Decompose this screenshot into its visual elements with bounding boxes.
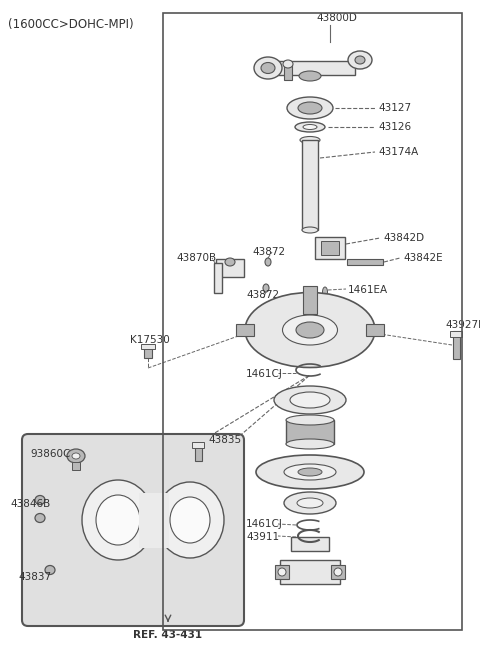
Ellipse shape: [156, 482, 224, 558]
Ellipse shape: [296, 322, 324, 338]
Ellipse shape: [284, 492, 336, 514]
Bar: [141, 343, 155, 349]
Text: 43837: 43837: [18, 572, 51, 582]
Bar: [453, 331, 459, 359]
Bar: [366, 324, 384, 336]
Ellipse shape: [256, 455, 364, 489]
Ellipse shape: [299, 71, 321, 81]
Ellipse shape: [290, 392, 330, 408]
Ellipse shape: [265, 258, 271, 266]
Ellipse shape: [284, 464, 336, 480]
Text: 43127: 43127: [378, 103, 411, 113]
Bar: [280, 560, 340, 584]
Bar: [275, 565, 289, 579]
Ellipse shape: [283, 60, 293, 68]
Ellipse shape: [278, 568, 286, 576]
Bar: [236, 324, 254, 336]
Text: REF. 43-431: REF. 43-431: [133, 630, 203, 640]
Bar: [284, 64, 292, 80]
Ellipse shape: [298, 468, 322, 476]
Ellipse shape: [82, 480, 154, 560]
Text: 43911: 43911: [246, 532, 279, 542]
Ellipse shape: [303, 125, 317, 130]
Ellipse shape: [254, 57, 282, 79]
Text: 1461CJ: 1461CJ: [246, 519, 283, 529]
Ellipse shape: [245, 293, 375, 367]
Bar: [302, 140, 318, 230]
Text: 43872: 43872: [252, 247, 285, 257]
Bar: [321, 241, 339, 255]
Text: 1461CJ: 1461CJ: [246, 369, 283, 379]
Ellipse shape: [283, 315, 337, 345]
Ellipse shape: [334, 568, 342, 576]
Ellipse shape: [287, 97, 333, 119]
FancyBboxPatch shape: [22, 434, 244, 626]
Bar: [291, 537, 329, 551]
Ellipse shape: [225, 258, 235, 266]
Text: 43842D: 43842D: [383, 233, 424, 243]
Bar: [265, 61, 355, 75]
Bar: [139, 493, 169, 548]
Ellipse shape: [300, 136, 320, 143]
Ellipse shape: [295, 122, 325, 132]
Bar: [286, 420, 334, 444]
Text: 43800D: 43800D: [316, 13, 357, 23]
Ellipse shape: [35, 495, 45, 504]
Ellipse shape: [286, 415, 334, 425]
Ellipse shape: [261, 62, 275, 73]
Ellipse shape: [35, 513, 45, 522]
Ellipse shape: [45, 565, 55, 574]
Ellipse shape: [355, 56, 365, 64]
Text: 1461EA: 1461EA: [348, 285, 388, 295]
Ellipse shape: [96, 495, 140, 545]
Ellipse shape: [297, 498, 323, 508]
Ellipse shape: [302, 227, 318, 233]
Bar: [163, 13, 462, 630]
Text: 43846B: 43846B: [10, 499, 50, 509]
Ellipse shape: [348, 51, 372, 69]
Text: 43927B: 43927B: [445, 320, 480, 330]
Bar: [72, 462, 80, 470]
Text: 93860C: 93860C: [30, 449, 71, 459]
Bar: [214, 263, 222, 293]
Ellipse shape: [298, 102, 322, 114]
Bar: [450, 331, 462, 337]
Bar: [144, 346, 152, 358]
Text: 43870B: 43870B: [176, 253, 216, 263]
Ellipse shape: [274, 386, 346, 414]
Bar: [331, 565, 345, 579]
Text: 43872: 43872: [246, 290, 279, 300]
Text: (1600CC>DOHC-MPI): (1600CC>DOHC-MPI): [8, 18, 133, 31]
Bar: [347, 259, 383, 265]
Text: 43835: 43835: [208, 435, 241, 445]
Bar: [315, 237, 345, 259]
Ellipse shape: [323, 287, 327, 297]
Text: 43126: 43126: [378, 122, 411, 132]
Ellipse shape: [263, 284, 269, 292]
Text: K17530: K17530: [130, 335, 170, 345]
Ellipse shape: [72, 453, 80, 459]
Ellipse shape: [170, 497, 210, 543]
Ellipse shape: [286, 439, 334, 449]
Text: 43174A: 43174A: [378, 147, 418, 157]
Ellipse shape: [67, 449, 85, 463]
Bar: [192, 442, 204, 448]
Bar: [194, 443, 202, 461]
Bar: [216, 259, 244, 277]
Bar: [303, 286, 317, 314]
Text: 43842E: 43842E: [403, 253, 443, 263]
